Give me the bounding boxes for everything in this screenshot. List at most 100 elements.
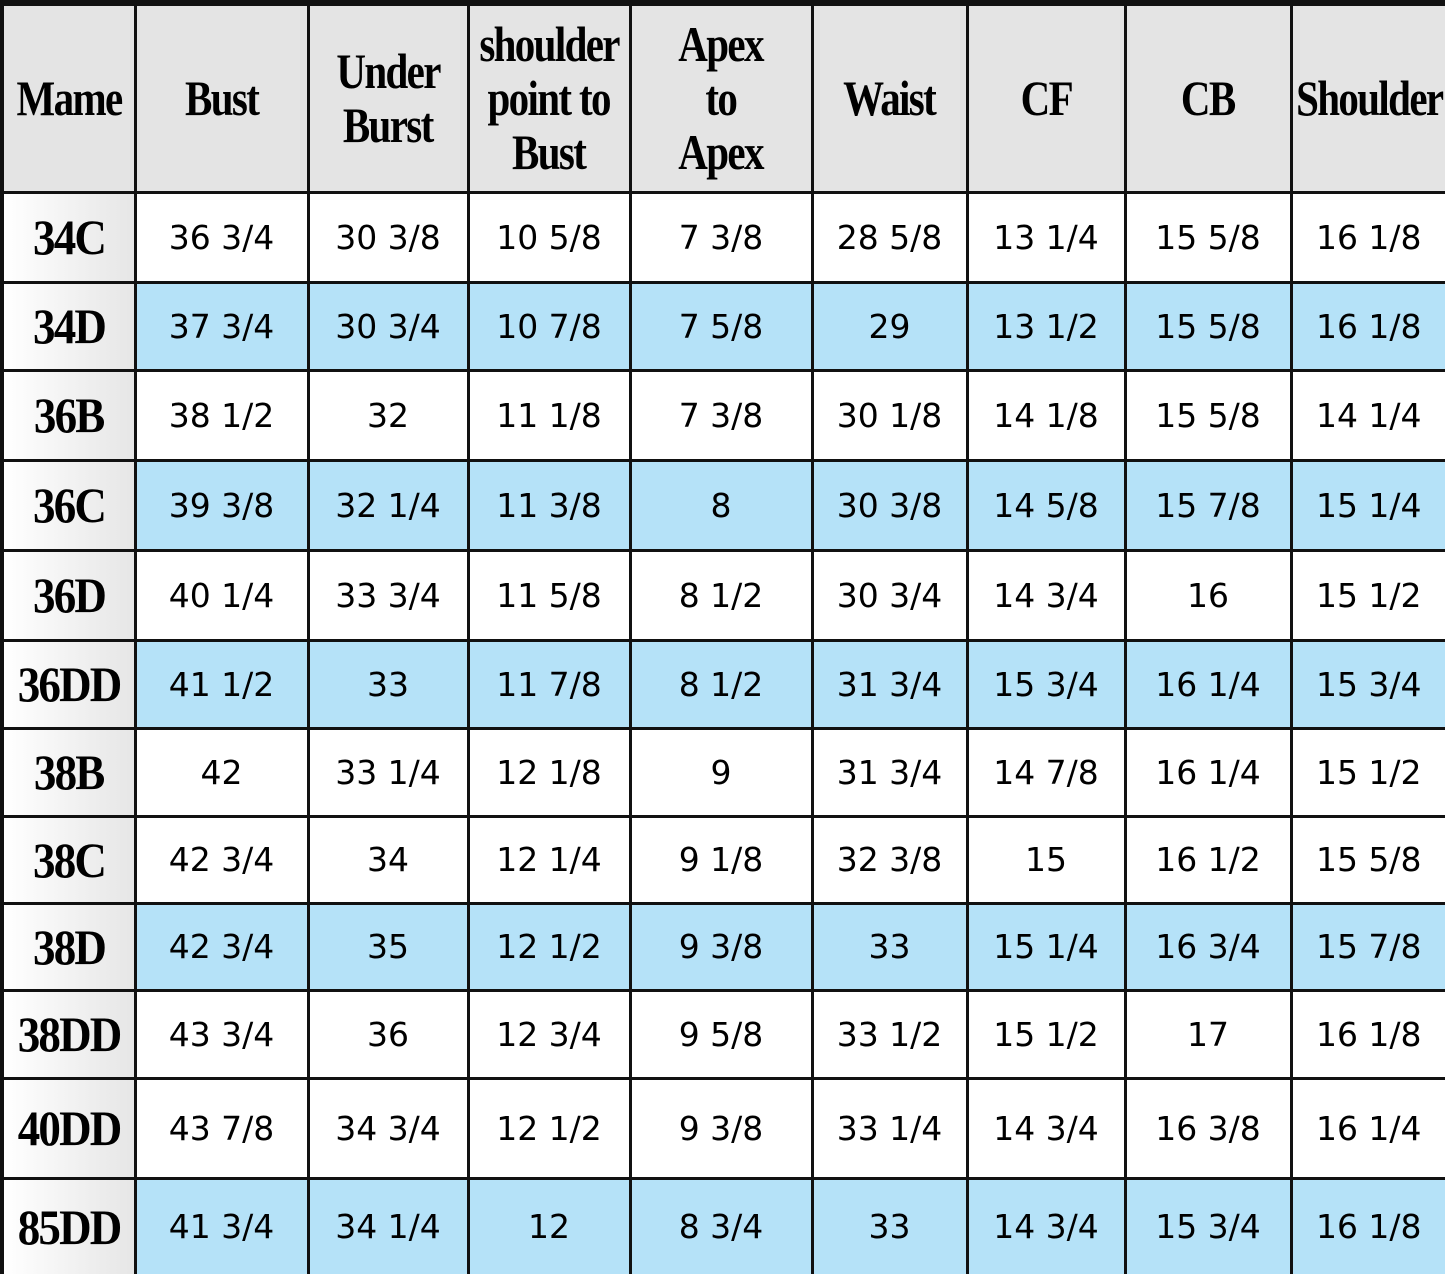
- measurement-cell: 38 1/2: [136, 371, 307, 459]
- measurement-cell: 33 1/4: [309, 729, 467, 815]
- size-label: 36D: [32, 567, 107, 623]
- measurement-cell: 39 3/8: [136, 461, 307, 549]
- measurement: 14 1/4: [1315, 395, 1422, 435]
- header-cell: Under Burst: [309, 6, 467, 191]
- measurement-cell: 12 1/4: [469, 817, 629, 902]
- measurement-cell: 16 1/8: [1292, 991, 1445, 1077]
- header-cell: Apex to Apex: [631, 6, 811, 191]
- measurement: 41 1/2: [168, 664, 275, 704]
- measurement-cell: 15 1/2: [968, 991, 1124, 1077]
- measurement-cell: 8 1/2: [631, 551, 811, 639]
- measurement-cell: 31 3/4: [813, 641, 966, 727]
- header-cell: Bust: [136, 6, 307, 191]
- measurement: 13 1/2: [993, 306, 1099, 346]
- measurement-cell: 42 3/4: [136, 904, 307, 989]
- size-label: 36DD: [17, 656, 122, 712]
- measurement-cell: 43 7/8: [136, 1079, 307, 1177]
- measurement: 33: [868, 927, 911, 966]
- measurement-cell: 41 3/4: [136, 1179, 307, 1274]
- measurement-cell: 15 1/2: [1292, 729, 1445, 815]
- measurement: 15 5/8: [1155, 217, 1261, 257]
- size-name: 38D: [4, 904, 134, 989]
- measurement: 9 5/8: [678, 1014, 764, 1054]
- size-label: 38B: [33, 744, 105, 800]
- measurement-cell: 9 3/8: [631, 904, 811, 989]
- measurement-cell: 15 3/4: [1126, 1179, 1290, 1274]
- measurement-cell: 34 1/4: [309, 1179, 467, 1274]
- measurement-cell: 15 1/4: [968, 904, 1124, 989]
- measurement: 8: [710, 485, 732, 525]
- size-label: 40DD: [17, 1100, 122, 1156]
- measurement-cell: 32: [309, 371, 467, 459]
- measurement: 40 1/4: [168, 575, 275, 615]
- measurement: 14 5/8: [993, 485, 1099, 525]
- size-label: 85DD: [17, 1198, 122, 1255]
- measurement-cell: 15: [968, 817, 1124, 902]
- header-cell: CF: [968, 6, 1124, 191]
- measurement: 32: [367, 395, 409, 435]
- size-label: 36B: [33, 387, 105, 443]
- measurement: 9 3/8: [678, 1108, 764, 1148]
- measurement-cell: 14 3/4: [968, 1179, 1124, 1274]
- measurement: 15: [1025, 840, 1067, 879]
- measurement: 16: [1187, 575, 1229, 615]
- measurement-cell: 7 3/8: [631, 193, 811, 281]
- measurement-cell: 30 3/8: [813, 461, 966, 549]
- measurement-cell: 33 1/2: [813, 991, 966, 1077]
- header-text: Burst: [343, 97, 434, 154]
- measurement: 30 3/8: [836, 485, 943, 525]
- header-cell: Mame: [4, 6, 134, 191]
- size-label: 34D: [32, 298, 107, 354]
- header-text: Bust: [512, 124, 587, 181]
- size-name: 34C: [4, 193, 134, 281]
- measurement: 15 7/8: [1155, 485, 1261, 525]
- measurement-cell: 10 7/8: [469, 283, 629, 369]
- measurement-cell: 30 3/4: [813, 551, 966, 639]
- measurement: 9: [710, 752, 732, 792]
- size-name: 38B: [4, 729, 134, 815]
- measurement-cell: 14 3/4: [968, 551, 1124, 639]
- measurement: 37 3/4: [168, 306, 275, 346]
- measurement: 16 3/4: [1155, 927, 1261, 966]
- measurement: 34: [367, 840, 409, 879]
- measurement: 15 1/2: [993, 1014, 1099, 1054]
- measurement-cell: 12: [469, 1179, 629, 1274]
- measurement: 15 1/4: [993, 927, 1099, 966]
- measurement: 14 1/8: [993, 395, 1099, 435]
- measurement: 33 1/4: [335, 752, 441, 792]
- measurement-cell: 31 3/4: [813, 729, 966, 815]
- measurement: 16 1/4: [1155, 752, 1261, 792]
- measurement-cell: 15 5/8: [1292, 817, 1445, 902]
- header-text: Waist: [843, 70, 937, 127]
- measurement: 39 3/8: [168, 485, 275, 525]
- measurement-cell: 34: [309, 817, 467, 902]
- header-text: Shoulder: [1295, 70, 1444, 127]
- measurement: 29: [868, 306, 911, 346]
- measurement-cell: 36: [309, 991, 467, 1077]
- measurement-cell: 14 5/8: [968, 461, 1124, 549]
- measurement: 16 1/8: [1315, 217, 1422, 257]
- measurement: 43 3/4: [168, 1014, 275, 1054]
- measurement-cell: 7 3/8: [631, 371, 811, 459]
- measurement-cell: 16 1/8: [1292, 1179, 1445, 1274]
- measurement: 33 1/4: [836, 1108, 943, 1148]
- measurement: 13 1/4: [993, 217, 1099, 257]
- measurement-cell: 12 1/2: [469, 904, 629, 989]
- measurement: 11 1/8: [496, 395, 602, 435]
- measurement: 7 3/8: [678, 395, 764, 435]
- measurement-cell: 42: [136, 729, 307, 815]
- measurement: 10 5/8: [496, 217, 602, 257]
- measurement-cell: 12 1/2: [469, 1079, 629, 1177]
- measurement-cell: 15 3/4: [968, 641, 1124, 727]
- header-cell: shoulder point to Bust: [469, 6, 629, 191]
- header-cell: Waist: [813, 6, 966, 191]
- measurement: 33 1/2: [836, 1014, 943, 1054]
- measurement-cell: 29: [813, 283, 966, 369]
- measurement-cell: 9 1/8: [631, 817, 811, 902]
- measurement: 38 1/2: [168, 395, 275, 435]
- measurement-cell: 12 3/4: [469, 991, 629, 1077]
- measurement-cell: 30 3/4: [309, 283, 467, 369]
- measurement: 16 1/8: [1315, 1207, 1422, 1247]
- header-text: point to: [487, 70, 612, 127]
